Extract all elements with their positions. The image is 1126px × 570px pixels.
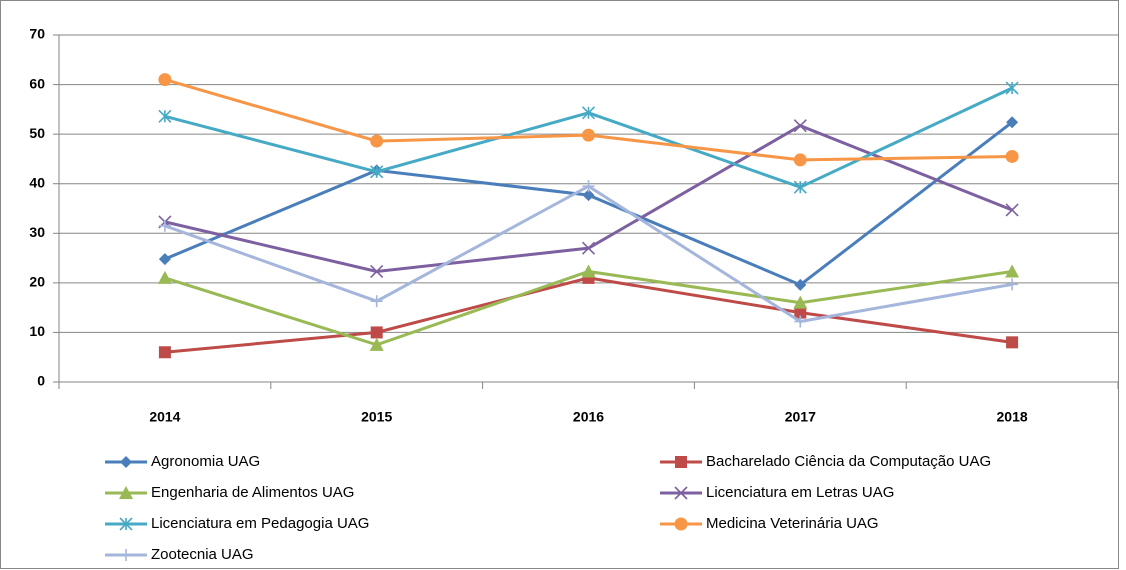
legend-label: Zootecnia UAG	[151, 546, 254, 563]
legend-label: Licenciatura em Pedagogia UAG	[151, 515, 369, 532]
marker-part	[1005, 264, 1020, 278]
marker-part	[581, 241, 596, 255]
marker	[120, 456, 132, 468]
marker	[793, 119, 807, 133]
marker	[674, 517, 688, 531]
marker-part	[582, 189, 595, 202]
legend-label: Agronomia UAG	[151, 453, 260, 470]
marker	[158, 73, 172, 87]
marker	[1006, 336, 1019, 349]
marker	[158, 219, 171, 232]
marker-part	[158, 346, 171, 359]
marker-part	[370, 326, 383, 339]
marker	[794, 315, 807, 328]
marker	[793, 295, 808, 309]
marker	[1005, 81, 1019, 95]
marker	[793, 180, 807, 194]
marker	[581, 106, 596, 120]
marker	[158, 253, 171, 266]
legend-label: Licenciatura em Letras UAG	[706, 484, 894, 501]
marker	[158, 346, 171, 359]
marker-part	[158, 253, 171, 266]
marker-part	[582, 128, 595, 142]
x-tick-label: 2016	[573, 409, 604, 425]
legend-label: Engenharia de Alimentos UAG	[151, 484, 354, 501]
marker-part	[158, 73, 172, 87]
marker-part	[1006, 336, 1019, 349]
y-tick-label: 30	[29, 224, 45, 240]
y-tick-label: 10	[29, 323, 45, 339]
y-tick-label: 20	[29, 274, 45, 290]
marker-part	[675, 456, 687, 468]
marker	[158, 109, 172, 123]
marker-part	[119, 486, 133, 499]
marker	[1005, 149, 1019, 163]
marker	[119, 517, 133, 531]
x-tick-label: 2018	[997, 409, 1028, 425]
marker-part	[370, 134, 384, 148]
marker	[582, 180, 595, 193]
y-tick-label: 0	[37, 373, 45, 389]
marker	[370, 264, 384, 279]
marker	[370, 326, 383, 339]
y-tick-label: 40	[29, 174, 45, 190]
marker	[794, 306, 807, 319]
marker	[119, 486, 133, 499]
marker	[1006, 116, 1019, 129]
y-tick-label: 50	[29, 125, 45, 141]
marker	[370, 295, 383, 308]
marker-part	[674, 517, 688, 531]
marker-part	[120, 456, 132, 468]
x-tick-label: 2017	[785, 409, 816, 425]
marker	[369, 337, 384, 351]
marker-part	[793, 153, 807, 167]
marker	[793, 153, 807, 167]
marker-part	[674, 486, 688, 500]
marker	[370, 134, 384, 148]
marker	[1005, 203, 1019, 217]
x-tick-label: 2015	[361, 409, 392, 425]
marker-part	[1006, 116, 1019, 129]
marker-part	[370, 264, 384, 279]
legend-label: Medicina Veterinária UAG	[706, 515, 879, 532]
marker	[370, 165, 384, 179]
y-tick-label: 60	[29, 75, 45, 91]
marker-part	[369, 337, 384, 351]
x-tick-label: 2014	[149, 409, 180, 425]
marker	[582, 128, 595, 142]
marker-part	[157, 270, 172, 284]
marker	[1006, 278, 1019, 291]
marker	[1005, 264, 1020, 278]
marker	[674, 486, 688, 500]
marker-part	[793, 119, 807, 133]
marker-part	[1005, 203, 1019, 217]
marker	[581, 241, 596, 255]
marker-part	[794, 278, 807, 291]
marker	[120, 549, 132, 561]
marker	[582, 189, 595, 202]
marker-part	[581, 264, 596, 278]
legend-label: Bacharelado Ciência da Computação UAG	[706, 453, 991, 470]
marker	[157, 270, 172, 284]
marker	[581, 264, 596, 278]
marker-part	[1005, 149, 1019, 163]
marker	[675, 456, 687, 468]
marker-part	[793, 295, 808, 309]
y-tick-label: 70	[29, 26, 45, 42]
marker	[794, 278, 807, 291]
marker-part	[794, 306, 807, 319]
